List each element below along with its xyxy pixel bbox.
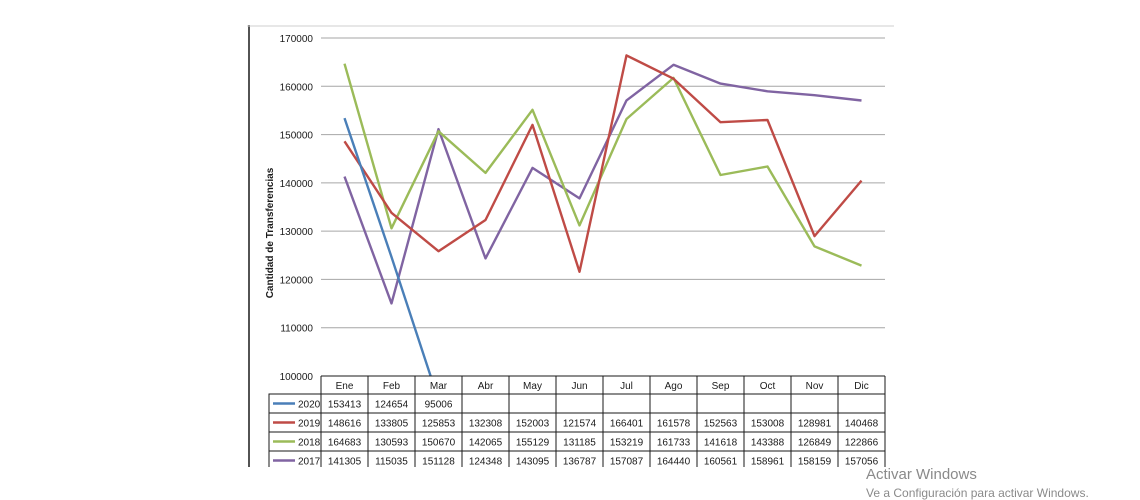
table-cell-value: 121574 xyxy=(563,419,597,430)
y-tick-label: 170000 xyxy=(280,34,314,45)
legend-label-2018: 2018 xyxy=(298,438,321,449)
table-cell-value: 153008 xyxy=(751,419,785,430)
table-cell-value: 152563 xyxy=(704,419,738,430)
table-cell-value: 124654 xyxy=(375,400,409,411)
category-label-ago: Ago xyxy=(665,381,683,392)
table-cell-value: 136787 xyxy=(563,457,597,468)
table-cell-value: 143388 xyxy=(751,438,785,449)
category-label-abr: Abr xyxy=(478,381,494,392)
table-cell-value: 150670 xyxy=(422,438,456,449)
table-cell-value: 158159 xyxy=(798,457,832,468)
table-cell-value: 161733 xyxy=(657,438,691,449)
y-tick-label: 120000 xyxy=(280,275,314,286)
category-label-nov: Nov xyxy=(806,381,824,392)
table-cell-value: 124348 xyxy=(469,457,503,468)
series-lines xyxy=(343,54,863,377)
table-cell-value: 164440 xyxy=(657,457,691,468)
category-label-ene: Ene xyxy=(336,381,354,392)
table-cell-value: 126849 xyxy=(798,438,832,449)
table-cell-value: 157056 xyxy=(845,457,879,468)
table-cell-value: 157087 xyxy=(610,457,644,468)
category-label-mar: Mar xyxy=(430,381,448,392)
table-cell-value: 155129 xyxy=(516,438,550,449)
y-axis-label: Cantidad de Transferencias xyxy=(265,167,276,298)
table-cell-value: 122866 xyxy=(845,438,879,449)
series-line-2018 xyxy=(343,63,862,267)
category-label-dic: Dic xyxy=(854,381,868,392)
table-cell-value: 164683 xyxy=(328,438,362,449)
table-cell-value: 115035 xyxy=(375,457,408,468)
table-cell-value: 166401 xyxy=(610,419,644,430)
activation-watermark-subtitle: Ve a Configuración para activar Windows. xyxy=(866,486,1089,500)
series-line-2019 xyxy=(343,54,863,273)
table-cell-value: 142065 xyxy=(469,438,503,449)
category-label-jun: Jun xyxy=(571,381,587,392)
series-line-2020 xyxy=(343,117,432,377)
table-cell-value: 161578 xyxy=(657,419,691,430)
category-label-oct: Oct xyxy=(760,381,776,392)
y-tick-label: 110000 xyxy=(280,324,313,335)
table-cell-value: 141618 xyxy=(704,438,738,449)
table-cell-value: 140468 xyxy=(845,419,879,430)
table-cell-value: 132308 xyxy=(469,419,503,430)
table-cell-value: 95006 xyxy=(425,400,453,411)
table-cell-value: 160561 xyxy=(704,457,738,468)
y-tick-label: 100000 xyxy=(280,372,314,383)
table-cell-value: 131185 xyxy=(563,438,596,449)
legend-label-2020: 2020 xyxy=(298,400,321,411)
data-table: Ene Feb Mar Abr May Jun Jul Ago Sep Oct Nov Dic 2020… xyxy=(268,375,886,471)
y-tick-labels: 100000 110000 120000 130000 140000 150000 1600… xyxy=(280,34,314,383)
y-tick-label: 130000 xyxy=(280,227,314,238)
table-cell-value: 125853 xyxy=(422,419,456,430)
table-cell-value: 130593 xyxy=(375,438,409,449)
activation-watermark-title: Activar Windows xyxy=(866,466,977,483)
chart-svg: 100000 110000 120000 130000 140000 150000 1600… xyxy=(247,25,894,471)
y-tick-label: 160000 xyxy=(280,82,314,93)
y-tick-label: 150000 xyxy=(280,131,314,142)
table-cell-value: 151128 xyxy=(422,457,455,468)
legend-label-2017: 2017 xyxy=(298,457,321,468)
gridlines xyxy=(321,37,885,329)
table-cell-value: 133805 xyxy=(375,419,409,430)
table-cell-value: 143095 xyxy=(516,457,550,468)
table-cell-value: 153413 xyxy=(328,400,362,411)
table-cell-value: 141305 xyxy=(328,457,362,468)
legend-label-2019: 2019 xyxy=(298,419,321,430)
table-cell-value: 153219 xyxy=(610,438,644,449)
category-label-sep: Sep xyxy=(712,381,730,392)
table-cell-value: 152003 xyxy=(516,419,550,430)
table-cell-value: 148616 xyxy=(328,419,362,430)
table-cell-value: 158961 xyxy=(751,457,785,468)
table-cell-value: 128981 xyxy=(798,419,832,430)
category-label-feb: Feb xyxy=(383,381,401,392)
category-label-jul: Jul xyxy=(620,381,633,392)
transfers-chart: 100000 110000 120000 130000 140000 150000 1600… xyxy=(247,25,894,471)
y-tick-label: 140000 xyxy=(280,179,314,190)
series-line-2017 xyxy=(343,63,862,305)
category-label-may: May xyxy=(523,381,542,392)
